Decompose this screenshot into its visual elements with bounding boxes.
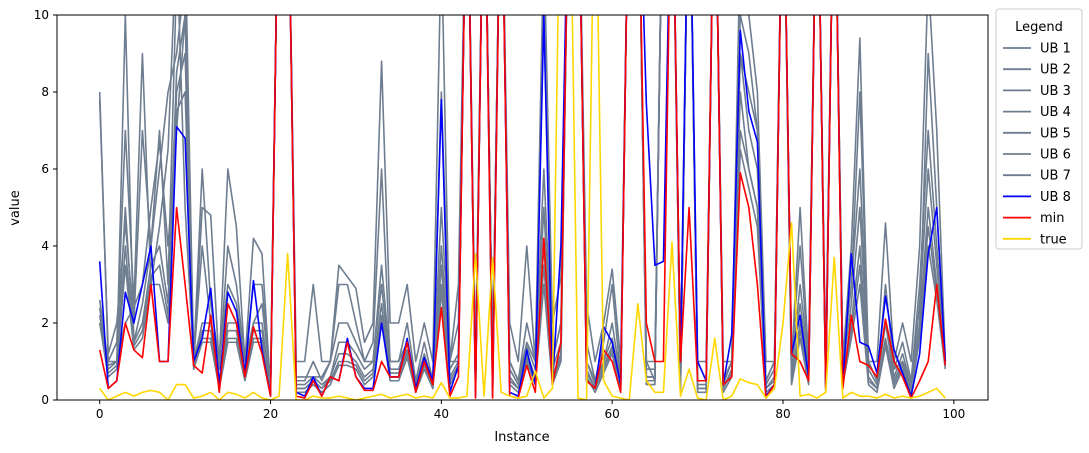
legend-label-ub-4: UB 4 <box>1040 105 1071 120</box>
x-axis: 0 20 40 60 80 100 <box>96 400 965 421</box>
y-tick-label: 8 <box>41 85 49 99</box>
series-line-ub-2 <box>98 15 947 386</box>
legend-label-ub-6: UB 6 <box>1040 148 1071 163</box>
x-tick-label: 40 <box>434 407 449 421</box>
x-tick-label: 0 <box>96 407 104 421</box>
series-line-ub-1 <box>98 15 947 390</box>
y-tick-label: 0 <box>41 393 49 407</box>
legend-label-ub-7: UB 7 <box>1040 169 1071 184</box>
series-line-min <box>98 15 947 399</box>
x-tick-label: 100 <box>942 407 965 421</box>
x-tick-label: 20 <box>263 407 278 421</box>
y-tick-label: 2 <box>41 316 49 330</box>
series-line-ub-3 <box>98 15 947 382</box>
y-tick-label: 10 <box>34 8 49 22</box>
legend-label-true: true <box>1040 232 1067 247</box>
legend-label-ub-1: UB 1 <box>1040 42 1071 57</box>
series-line-ub-8 <box>98 15 947 397</box>
legend-label-ub-3: UB 3 <box>1040 84 1071 99</box>
x-tick-label: 80 <box>775 407 790 421</box>
legend-label-ub-5: UB 5 <box>1040 126 1071 141</box>
y-axis-label: value <box>8 190 23 226</box>
x-tick-label: 60 <box>605 407 620 421</box>
series-line-true <box>99 15 946 400</box>
legend-label-min: min <box>1040 211 1065 226</box>
legend-label-ub-8: UB 8 <box>1040 190 1071 205</box>
legend-title: Legend <box>1015 20 1063 35</box>
legend-label-ub-2: UB 2 <box>1040 63 1071 78</box>
legend: Legend UB 1 UB 2 UB 3 UB 4 UB 5 UB 6 UB 7 UB 8 m… <box>995 8 1083 250</box>
y-tick-label: 6 <box>41 162 49 176</box>
plot-frame <box>56 14 989 401</box>
x-axis-label: Instance <box>494 430 549 445</box>
y-axis: 0 2 4 6 8 10 <box>34 8 57 407</box>
y-tick-label: 4 <box>41 239 49 253</box>
series-layer <box>98 15 947 400</box>
